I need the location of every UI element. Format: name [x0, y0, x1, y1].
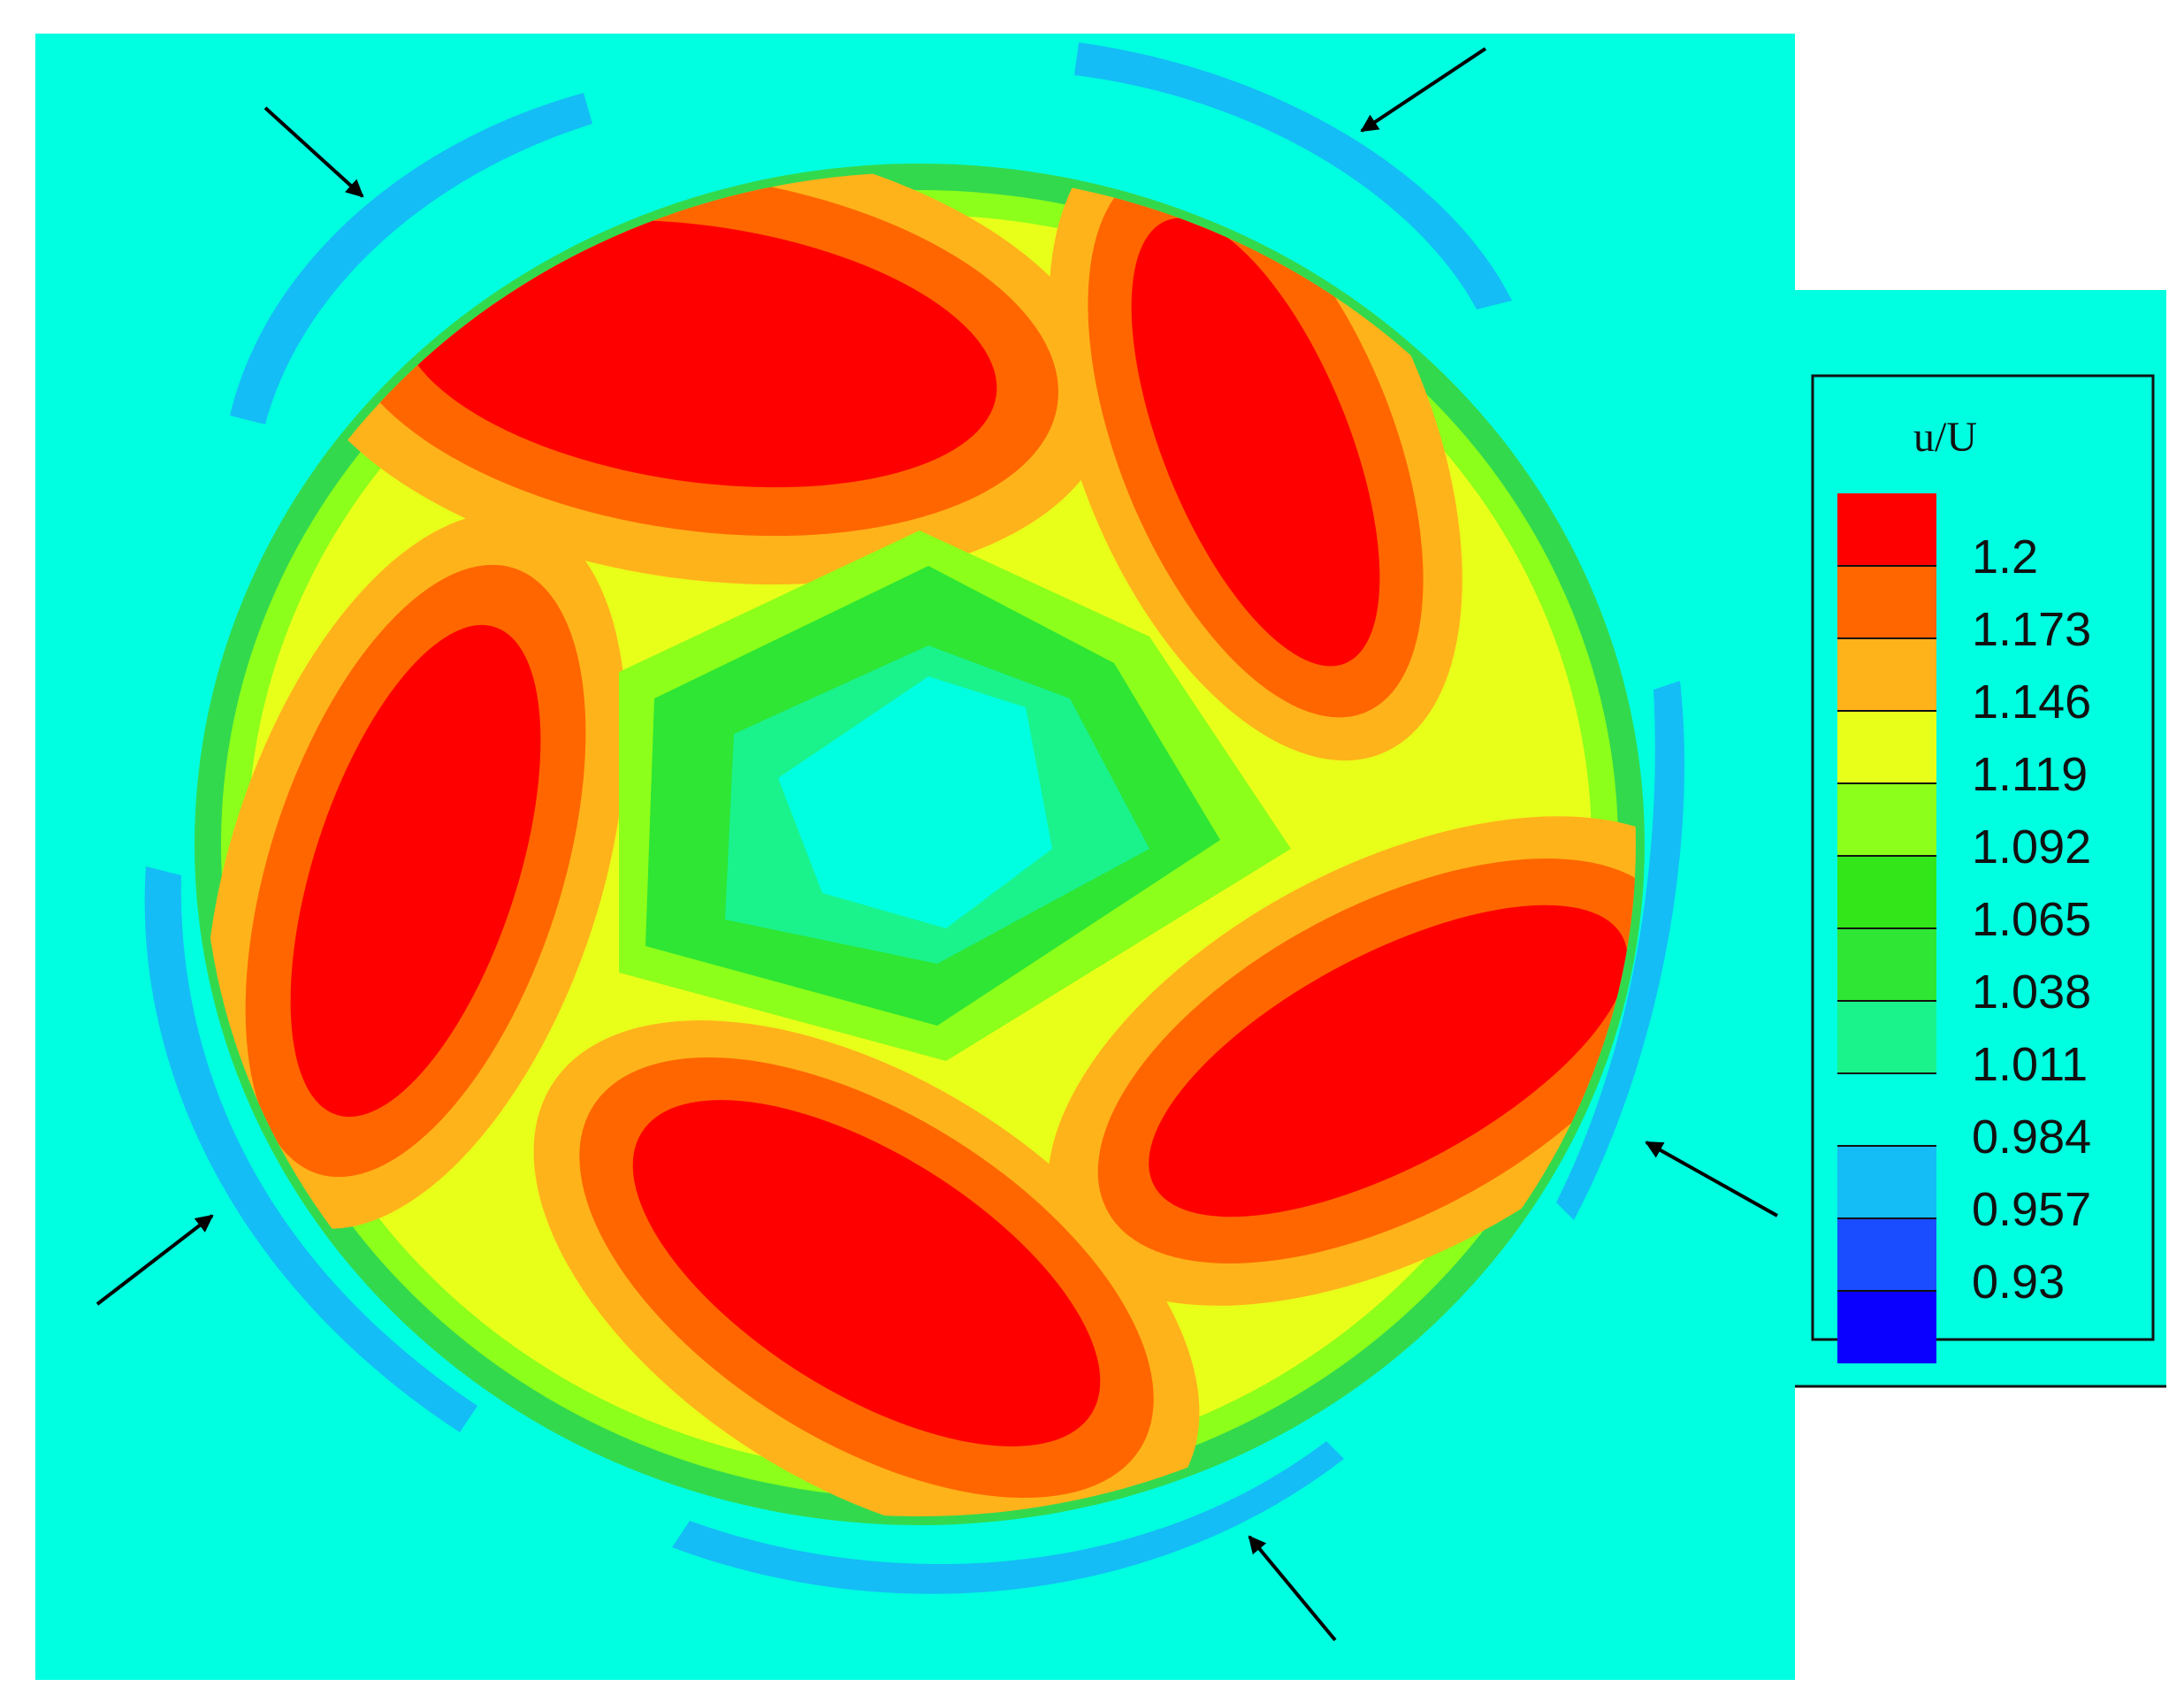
core-cyan — [778, 676, 1052, 928]
legend-label: 1.065 — [1972, 893, 2091, 946]
legend-swatch — [1837, 1146, 1936, 1218]
arrow-top-right — [1360, 47, 1487, 133]
legend-label: 1.119 — [1972, 748, 2088, 801]
legend-swatch — [1837, 856, 1936, 928]
legend-swatch — [1837, 711, 1936, 783]
legend-label: 1.2 — [1972, 530, 2038, 584]
legend-swatch — [1837, 1073, 1936, 1146]
arrow-left — [95, 1214, 214, 1306]
arrow-right — [1645, 1141, 1778, 1217]
legend-label: 1.173 — [1972, 603, 2091, 656]
legend-title: u/U — [1913, 414, 1977, 461]
band-bottom — [672, 1441, 1344, 1594]
legend-swatch — [1837, 1001, 1936, 1073]
band-top-left — [230, 93, 592, 424]
legend-label: 1.092 — [1972, 820, 2091, 874]
lobe-top-right — [1131, 218, 1380, 667]
legend-frame — [1811, 374, 2155, 1341]
central-core — [619, 530, 1291, 1061]
arrow-top-left — [263, 106, 364, 198]
legend-label: 0.93 — [1972, 1256, 2065, 1309]
high-velocity-lobes — [290, 218, 1628, 1446]
legend-swatch — [1837, 1218, 1936, 1291]
legend-swatch — [1837, 928, 1936, 1001]
legend-swatch — [1837, 783, 1936, 856]
outer-low-velocity-bands — [144, 42, 1684, 1594]
legend-label: 1.011 — [1972, 1038, 2088, 1091]
legend-swatch — [1837, 493, 1936, 566]
legend-label-column: 1.2 1.173 1.146 1.119 1.092 1.065 1.038 1.011 0.… — [1972, 530, 2091, 1309]
legend: u/U 1.2 1.173 1.146 1.119 1.092 1.065 1.038 1.0… — [1811, 374, 2155, 1363]
legend-swatch — [1837, 638, 1936, 711]
arrow-bottom — [1248, 1535, 1337, 1642]
annotation-arrows — [95, 47, 1778, 1642]
legend-label: 0.984 — [1972, 1110, 2091, 1164]
legend-swatch — [1837, 566, 1936, 638]
legend-label: 1.146 — [1972, 675, 2091, 729]
band-right — [1556, 681, 1684, 1220]
band-top-right — [1074, 42, 1512, 309]
band-left — [144, 866, 478, 1432]
lobe-left — [290, 624, 541, 1118]
legend-label: 0.957 — [1972, 1183, 2091, 1236]
lobe-top-left — [400, 219, 997, 488]
legend-swatch-column — [1837, 493, 1936, 1363]
legend-label: 1.038 — [1972, 965, 2091, 1019]
lobe-bottom — [632, 1100, 1101, 1446]
lobe-right — [1149, 904, 1628, 1217]
legend-swatch — [1837, 1291, 1936, 1363]
